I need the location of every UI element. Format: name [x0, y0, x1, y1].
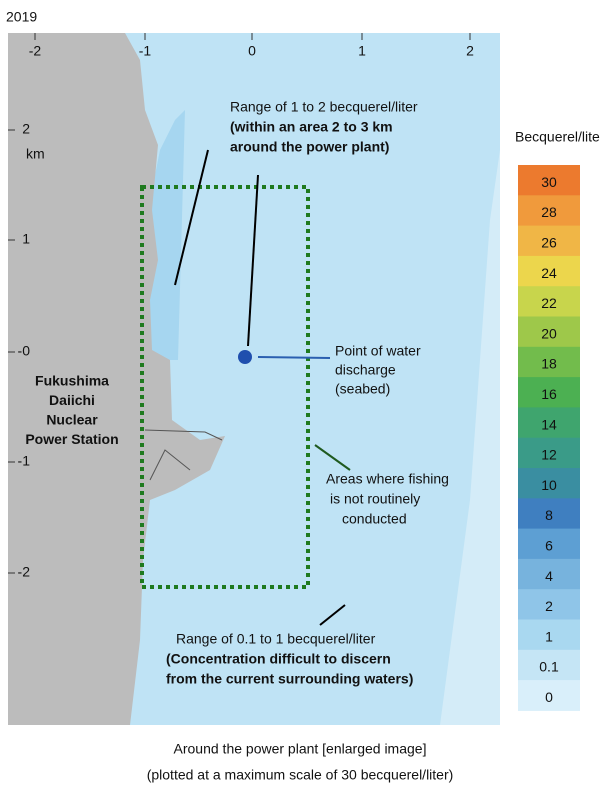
annotation: around the power plant) — [230, 139, 389, 155]
annotation: discharge — [335, 362, 396, 378]
colorbar-label: 2 — [545, 598, 553, 614]
annotation: (within an area 2 to 3 km — [230, 119, 393, 135]
annotation: Daiichi — [49, 392, 95, 408]
colorbar-label: 0 — [545, 689, 553, 705]
colorbar-band — [518, 498, 580, 530]
y-tick-label: 1 — [22, 231, 30, 247]
colorbar-label: 16 — [541, 386, 557, 402]
colorbar-band — [518, 619, 580, 651]
annotation: Power Station — [25, 431, 118, 447]
colorbar-label: 22 — [541, 295, 557, 311]
elevated-area — [150, 110, 185, 360]
colorbar-band — [518, 316, 580, 348]
colorbar-label: 30 — [541, 174, 557, 190]
discharge-point — [238, 350, 252, 364]
x-tick-label: 0 — [248, 43, 256, 59]
outer-sea — [440, 150, 500, 725]
colorbar-band — [518, 377, 580, 408]
colorbar-label: 4 — [545, 568, 553, 584]
colorbar-band — [518, 528, 580, 560]
x-tick-label: -1 — [139, 43, 152, 59]
colorbar-label: 12 — [541, 447, 557, 463]
colorbar-band — [518, 165, 580, 196]
plant-outline — [144, 429, 223, 481]
annotation: Nuclear — [46, 412, 98, 428]
colorbar-band — [518, 437, 580, 469]
colorbar-title: Becquerel/liter — [515, 129, 600, 145]
x-tick-label: 1 — [358, 43, 366, 59]
annotation: (Concentration difficult to discern — [166, 651, 391, 667]
colorbar-label: 0.1 — [539, 659, 559, 675]
colorbar-band — [518, 680, 580, 711]
y-tick-label: 2 — [22, 121, 30, 137]
arrow — [314, 444, 351, 471]
colorbar-label: 6 — [545, 537, 553, 553]
caption: (plotted at a maximum scale of 30 becque… — [147, 767, 454, 783]
annotation: from the current surrounding waters) — [166, 671, 413, 687]
annotation: Range of 0.1 to 1 becquerel/liter — [176, 631, 376, 647]
y-unit: km — [26, 146, 45, 162]
colorbar-label: 18 — [541, 356, 557, 372]
y-tick-label: -2 — [18, 564, 31, 580]
colorbar-label: 26 — [541, 234, 557, 250]
arrow — [319, 604, 346, 626]
annotation: Areas where fishing — [326, 471, 449, 487]
colorbar-label: 8 — [545, 507, 553, 523]
colorbar-band — [518, 286, 580, 317]
annotation: (seabed) — [335, 381, 390, 397]
colorbar-label: 1 — [545, 628, 553, 644]
x-tick-label: -2 — [29, 43, 42, 59]
y-tick-label: -0 — [18, 343, 31, 359]
colorbar-band — [518, 649, 580, 681]
colorbar-label: 14 — [541, 416, 557, 432]
x-tick-label: 2 — [466, 43, 474, 59]
land — [8, 33, 225, 725]
colorbar-band — [518, 558, 580, 590]
colorbar-label: 20 — [541, 325, 557, 341]
arrow — [247, 174, 259, 347]
colorbar-band — [518, 346, 580, 378]
y-tick-label: -1 — [18, 453, 31, 469]
caption: Around the power plant [enlarged image] — [174, 741, 427, 757]
colorbar-band — [518, 407, 580, 439]
colorbar-label: 10 — [541, 477, 557, 493]
colorbar-band — [518, 468, 580, 499]
colorbar-band — [518, 255, 580, 287]
colorbar-band — [518, 589, 580, 620]
annotation: Point of water — [335, 343, 421, 359]
annotation: is not routinely — [330, 491, 420, 507]
annotation: Fukushima — [35, 373, 109, 389]
annotation: conducted — [342, 511, 407, 527]
arrow — [257, 356, 331, 359]
fishing-boundary — [140, 185, 310, 589]
colorbar-band — [518, 225, 580, 257]
arrow — [174, 149, 209, 286]
colorbar-band — [518, 195, 580, 227]
annotation: Range of 1 to 2 becquerel/liter — [230, 99, 418, 115]
colorbar-label: 24 — [541, 265, 557, 281]
colorbar-label: 28 — [541, 204, 557, 220]
year: 2019 — [6, 9, 37, 25]
